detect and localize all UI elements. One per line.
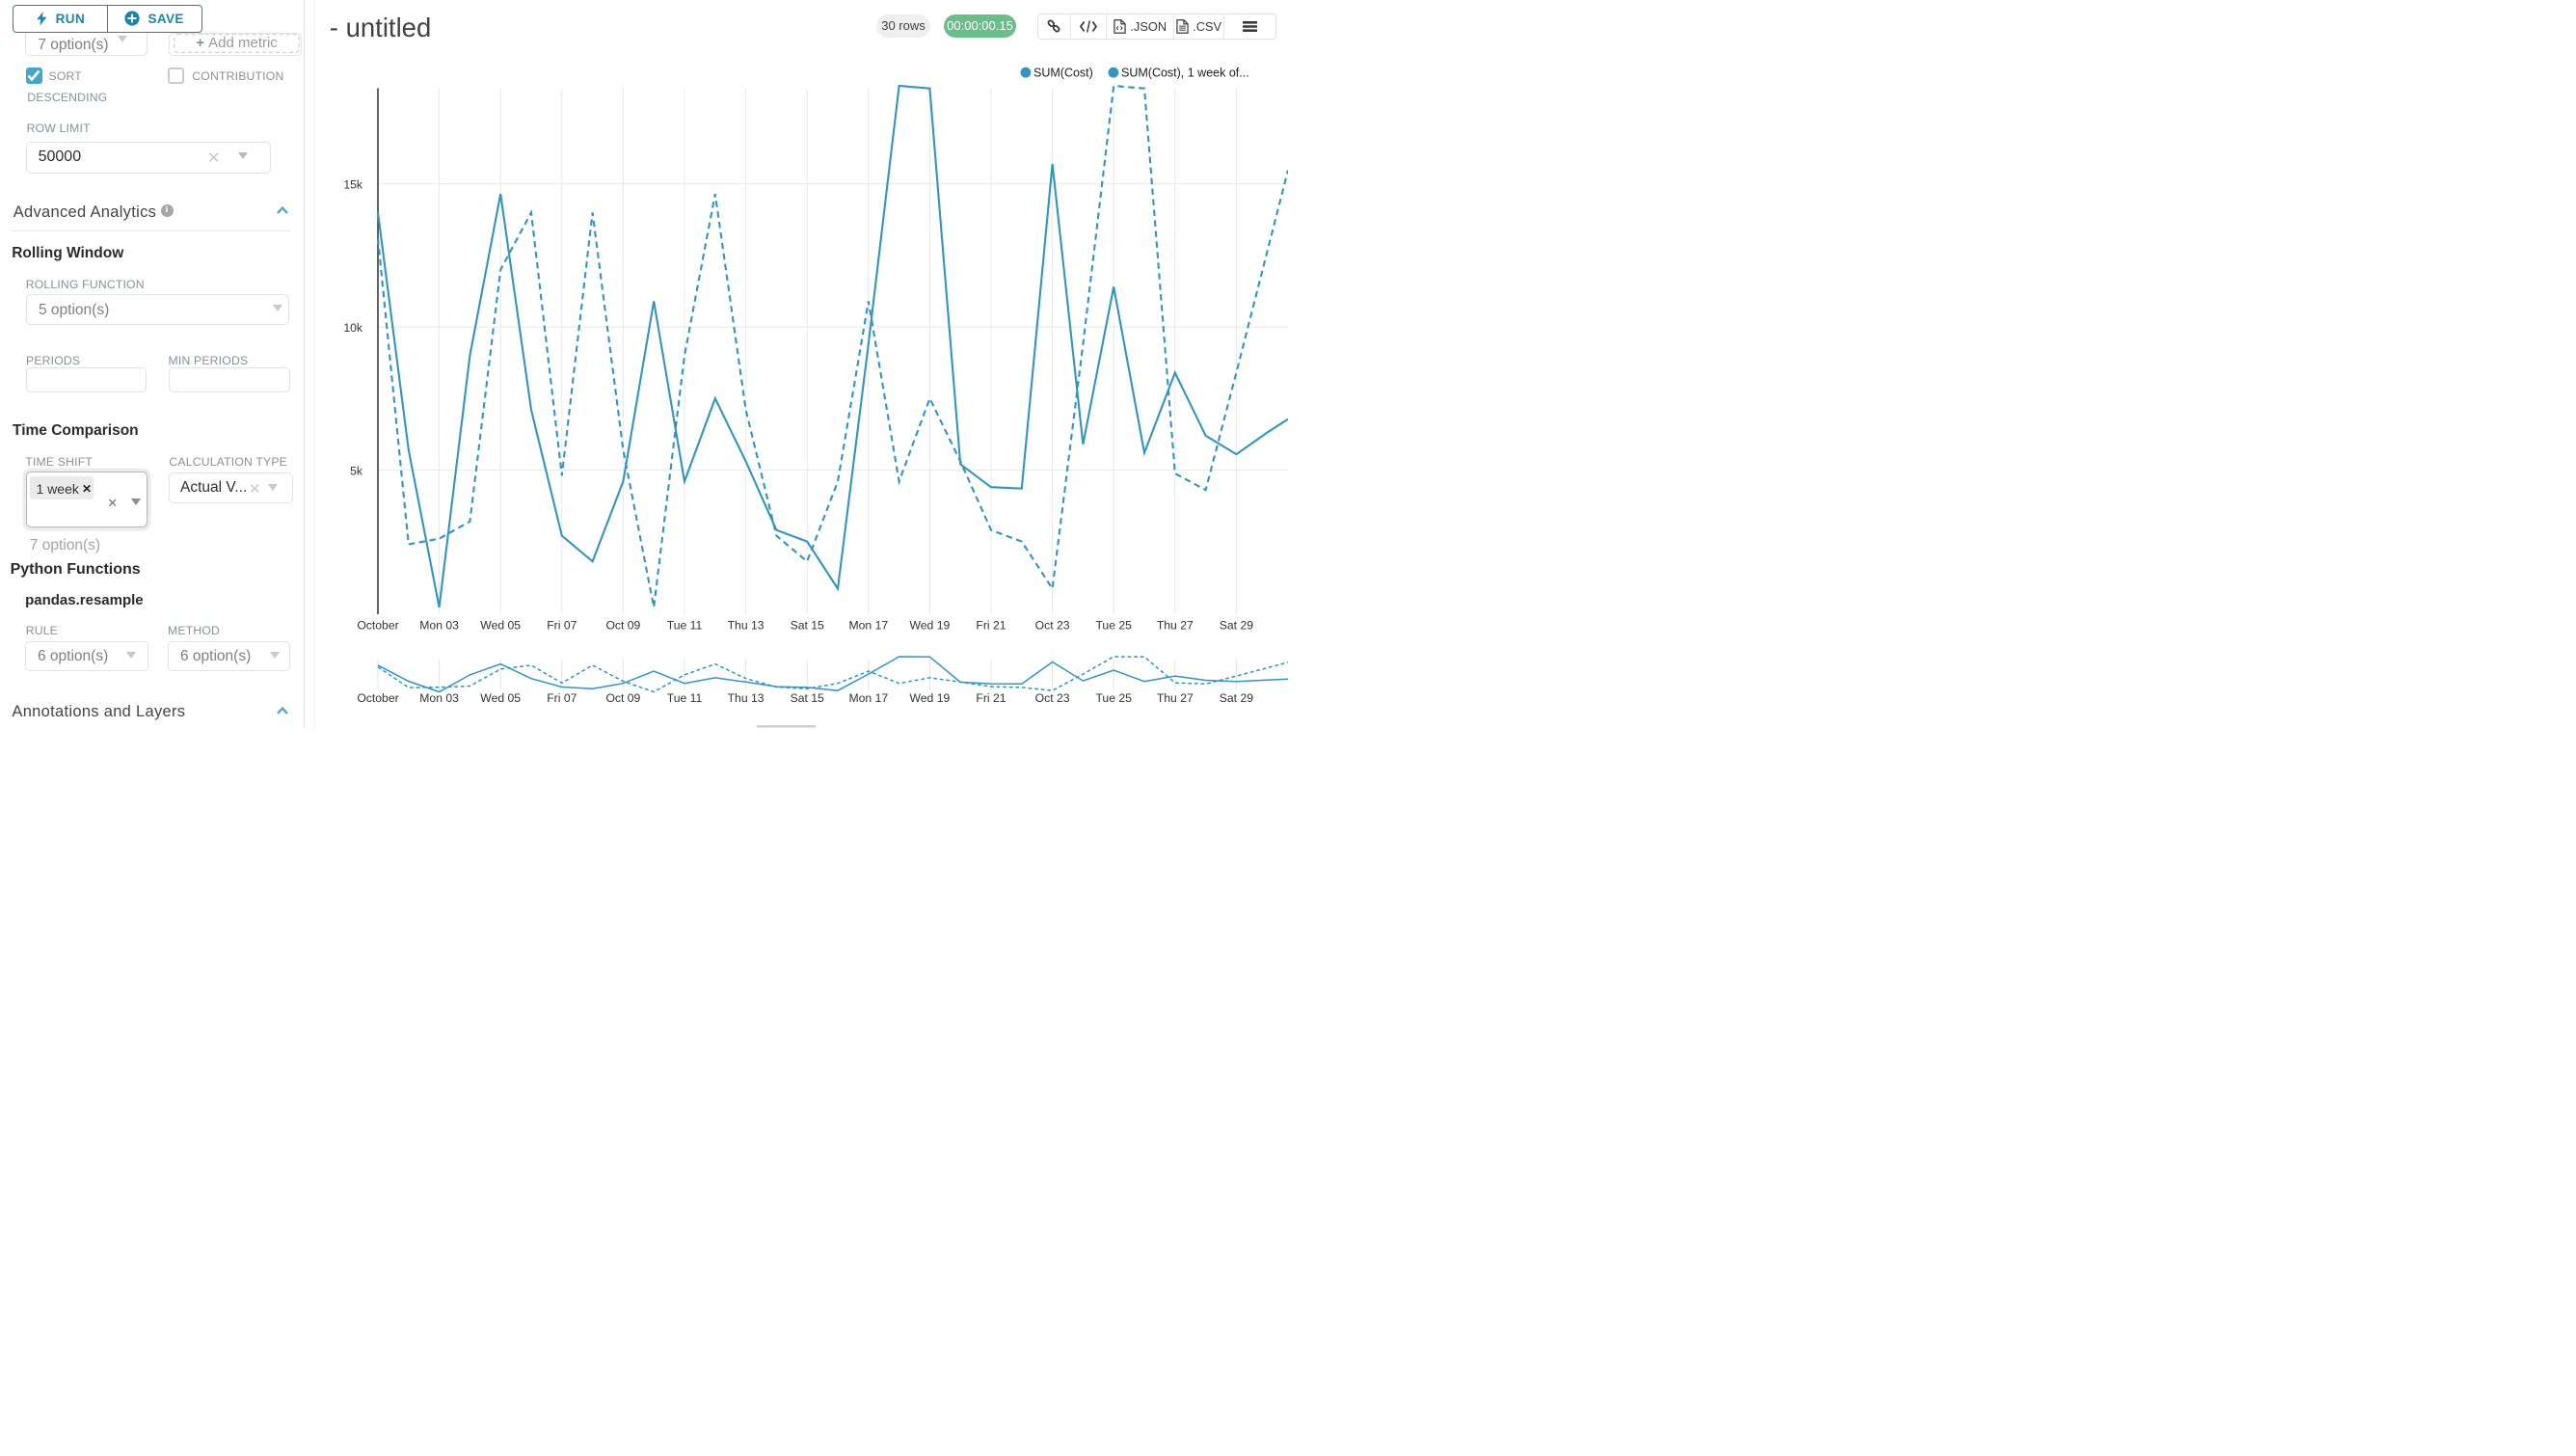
svg-text:Tue 25: Tue 25 [1095,619,1132,633]
svg-text:15k: 15k [343,178,363,192]
svg-text:Tue 11: Tue 11 [667,619,703,633]
svg-text:Oct 23: Oct 23 [1035,691,1070,705]
svg-text:Oct 09: Oct 09 [605,619,640,633]
svg-text:Mon 03: Mon 03 [419,691,459,705]
svg-text:Thu 27: Thu 27 [1157,619,1194,633]
svg-text:Mon 17: Mon 17 [848,619,888,633]
svg-text:Thu 27: Thu 27 [1157,691,1194,705]
svg-text:Tue 25: Tue 25 [1095,691,1132,705]
svg-text:Oct 23: Oct 23 [1035,619,1070,633]
svg-text:Fri 07: Fri 07 [547,619,577,633]
svg-text:Wed 05: Wed 05 [480,619,521,633]
svg-text:October: October [357,691,398,705]
svg-text:Fri 07: Fri 07 [547,691,577,705]
svg-text:Sat 29: Sat 29 [1220,691,1253,705]
svg-text:Thu 13: Thu 13 [728,619,765,633]
svg-text:Mon 17: Mon 17 [848,691,888,705]
svg-text:Thu 13: Thu 13 [728,691,765,705]
svg-text:Sat 29: Sat 29 [1220,619,1253,633]
svg-text:Sat 15: Sat 15 [791,691,824,705]
svg-text:10k: 10k [343,321,363,335]
svg-text:Wed 05: Wed 05 [480,691,521,705]
svg-text:5k: 5k [350,464,363,477]
svg-text:SUM(Cost), 1 week of...: SUM(Cost), 1 week of... [1121,67,1249,80]
svg-text:SUM(Cost): SUM(Cost) [1033,67,1093,80]
svg-text:Tue 11: Tue 11 [667,691,703,705]
svg-text:Wed 19: Wed 19 [910,691,951,705]
svg-text:Oct 09: Oct 09 [605,691,640,705]
svg-text:Fri 21: Fri 21 [976,619,1006,633]
svg-text:Fri 21: Fri 21 [976,691,1006,705]
svg-text:October: October [357,619,398,633]
svg-text:Wed 19: Wed 19 [910,619,951,633]
svg-text:Sat 15: Sat 15 [791,619,824,633]
svg-text:Mon 03: Mon 03 [419,619,459,633]
